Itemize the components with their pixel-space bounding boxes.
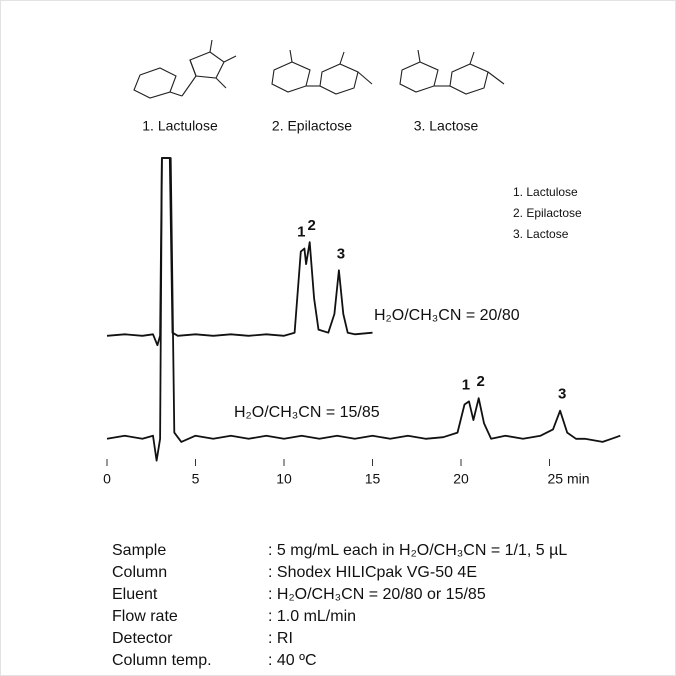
x-tick-label: 25 min bbox=[547, 471, 589, 487]
peak-label: 3 bbox=[558, 386, 566, 403]
condition-label: Column temp. bbox=[112, 652, 212, 669]
series-label: H₂O/CH₃CN = 20/80 bbox=[374, 307, 520, 324]
condition-value: : 1.0 mL/min bbox=[268, 608, 356, 625]
x-tick-label: 10 bbox=[276, 471, 292, 487]
condition-label: Eluent bbox=[112, 586, 158, 603]
legend-entry: 3. Lactose bbox=[513, 227, 569, 241]
structure-caption: 3. Lactose bbox=[414, 118, 479, 134]
x-tick-label: 15 bbox=[365, 471, 381, 487]
peak-label: 1 bbox=[462, 376, 470, 393]
condition-value: : H₂O/CH₃CN = 20/80 or 15/85 bbox=[268, 586, 486, 603]
condition-label: Column bbox=[112, 564, 167, 581]
condition-label: Flow rate bbox=[112, 608, 178, 625]
structure-caption: 2. Epilactose bbox=[272, 118, 352, 134]
condition-value: : 5 mg/mL each in H₂O/CH₃CN = 1/1, 5 µL bbox=[268, 542, 567, 559]
lactulose-structure bbox=[133, 39, 237, 99]
lactose-structure bbox=[399, 49, 505, 95]
epilactose-structure bbox=[271, 49, 373, 95]
trace bbox=[106, 157, 621, 462]
condition-value: : RI bbox=[268, 630, 293, 647]
peak-label: 2 bbox=[477, 373, 485, 390]
trace bbox=[106, 157, 373, 347]
x-tick-label: 20 bbox=[453, 471, 469, 487]
peak-label: 2 bbox=[307, 217, 315, 234]
structure-caption: 1. Lactulose bbox=[142, 118, 218, 134]
x-tick-label: 0 bbox=[103, 471, 111, 487]
condition-label: Sample bbox=[112, 542, 166, 559]
legend-entry: 2. Epilactose bbox=[513, 206, 582, 220]
condition-value: : 40 ºC bbox=[268, 652, 317, 669]
legend-entry: 1. Lactulose bbox=[513, 185, 578, 199]
condition-label: Detector bbox=[112, 630, 173, 647]
x-tick-label: 5 bbox=[192, 471, 200, 487]
peak-label: 3 bbox=[337, 245, 345, 262]
series-label: H₂O/CH₃CN = 15/85 bbox=[234, 404, 380, 421]
condition-value: : Shodex HILICpak VG-50 4E bbox=[268, 564, 477, 581]
peak-label: 1 bbox=[297, 223, 305, 240]
